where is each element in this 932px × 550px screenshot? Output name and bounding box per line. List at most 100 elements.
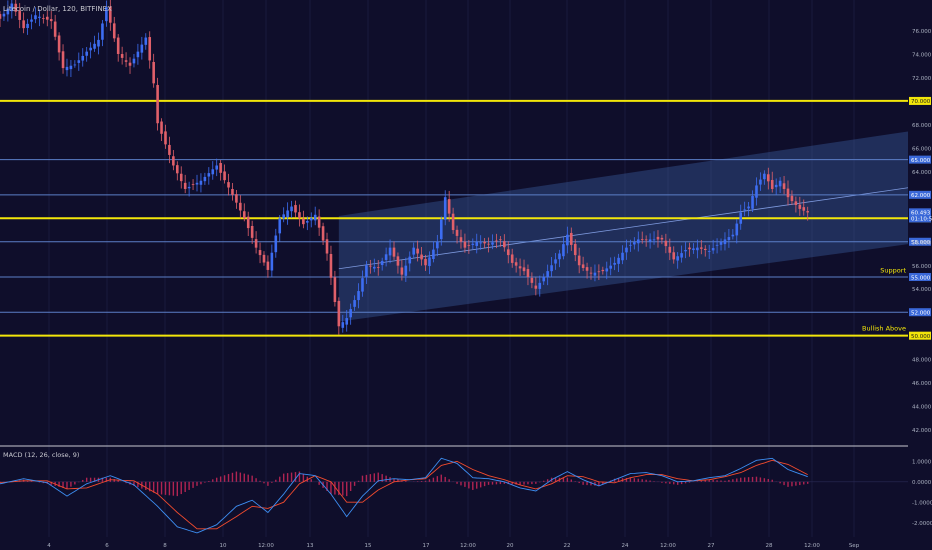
candle-body[interactable] (471, 243, 475, 245)
candle-body[interactable] (325, 239, 329, 254)
candle-body[interactable] (640, 239, 644, 240)
candle-body[interactable] (128, 62, 132, 66)
candle-body[interactable] (652, 239, 656, 241)
candle-body[interactable] (439, 219, 443, 240)
candle-body[interactable] (778, 180, 782, 187)
candle-body[interactable] (680, 253, 683, 258)
candle-body[interactable] (26, 23, 29, 29)
candle-body[interactable] (707, 251, 711, 252)
candle-body[interactable] (164, 131, 167, 145)
candle-body[interactable] (546, 271, 549, 278)
candle-body[interactable] (786, 188, 790, 198)
candle-body[interactable] (743, 209, 746, 211)
candle-body[interactable] (242, 211, 246, 219)
candle-body[interactable] (447, 199, 451, 214)
candle-body[interactable] (365, 265, 368, 278)
candle-body[interactable] (483, 241, 486, 244)
candle-body[interactable] (270, 252, 274, 271)
candle-body[interactable] (298, 212, 301, 219)
candle-body[interactable] (581, 264, 585, 268)
candle-body[interactable] (609, 265, 612, 269)
candle-body[interactable] (585, 267, 589, 271)
candle-body[interactable] (14, 3, 18, 12)
candle-body[interactable] (191, 184, 195, 185)
candle-body[interactable] (566, 234, 569, 246)
candle-body[interactable] (376, 267, 380, 268)
candle-body[interactable] (30, 19, 33, 22)
candle-body[interactable] (345, 318, 349, 325)
candle-body[interactable] (187, 186, 191, 189)
candle-body[interactable] (747, 206, 750, 209)
candle-body[interactable] (684, 249, 687, 252)
time-axis[interactable]: 4 6 8 10 12:00 13 15 17 12:00 20 22 24 12:00 27 28 12:0… (47, 543, 859, 549)
candle-body[interactable] (487, 243, 490, 245)
candle-body[interactable] (89, 47, 92, 51)
candle-body[interactable] (274, 235, 278, 253)
candle-body[interactable] (329, 253, 333, 278)
candle-body[interactable] (156, 84, 159, 124)
candle-body[interactable] (491, 242, 494, 245)
candle-body[interactable] (132, 58, 136, 64)
candle-body[interactable] (577, 255, 581, 266)
candle-body[interactable] (85, 51, 88, 56)
candle-body[interactable] (589, 272, 593, 274)
candle-body[interactable] (124, 60, 128, 62)
price-axis[interactable]: 76.000 74.000 72.000 68.000 66.000 64.000 58.0… (912, 29, 932, 434)
candle-body[interactable] (475, 241, 479, 246)
candle-body[interactable] (644, 239, 648, 241)
candle-body[interactable] (605, 268, 609, 272)
candle-body[interactable] (703, 248, 707, 250)
candle-body[interactable] (550, 265, 553, 272)
candle-body[interactable] (254, 239, 258, 248)
candle-body[interactable] (499, 239, 502, 241)
candle-body[interactable] (227, 182, 230, 188)
candle-body[interactable] (290, 206, 293, 212)
candle-body[interactable] (597, 271, 601, 273)
candle-body[interactable] (278, 218, 282, 234)
candle-body[interactable] (436, 241, 439, 249)
candle-body[interactable] (763, 173, 766, 180)
candle-body[interactable] (172, 156, 175, 166)
candle-body[interactable] (152, 61, 155, 84)
candle-body[interactable] (321, 226, 325, 241)
candle-body[interactable] (250, 225, 254, 238)
candle-body[interactable] (636, 239, 640, 244)
candle-body[interactable] (739, 212, 743, 224)
candle-body[interactable] (794, 201, 798, 206)
candle-body[interactable] (404, 265, 408, 276)
candle-body[interactable] (176, 165, 179, 174)
candle-body[interactable] (57, 35, 61, 53)
candle-body[interactable] (211, 169, 215, 175)
candle-body[interactable] (388, 247, 392, 256)
candle-body[interactable] (207, 173, 211, 177)
candle-body[interactable] (2, 13, 6, 17)
candle-body[interactable] (420, 254, 423, 260)
candle-body[interactable] (696, 247, 699, 251)
candle-body[interactable] (735, 223, 739, 236)
candle-body[interactable] (353, 300, 356, 307)
candle-body[interactable] (215, 165, 218, 170)
candle-body[interactable] (770, 179, 774, 189)
candle-body[interactable] (510, 254, 514, 263)
candle-body[interactable] (380, 260, 384, 266)
candle-body[interactable] (688, 247, 691, 250)
candle-body[interactable] (782, 183, 786, 189)
candle-body[interactable] (774, 184, 778, 188)
candle-body[interactable] (53, 21, 57, 37)
candle-body[interactable] (467, 244, 471, 246)
candle-body[interactable] (629, 244, 632, 246)
candle-body[interactable] (554, 259, 557, 264)
candle-body[interactable] (231, 188, 234, 195)
candle-body[interactable] (282, 214, 285, 219)
candle-body[interactable] (140, 44, 144, 53)
candle-body[interactable] (542, 276, 546, 282)
candle-body[interactable] (109, 6, 112, 23)
candle-body[interactable] (112, 23, 116, 39)
candle-body[interactable] (22, 20, 25, 29)
candle-body[interactable] (412, 247, 415, 255)
macd-pane[interactable]: MACD (12, 26, close, 9) 0.0000 1.0000 -1.00… (0, 451, 932, 534)
candle-body[interactable] (648, 239, 652, 242)
candle-body[interactable] (357, 291, 360, 301)
candle-body[interactable] (61, 51, 65, 69)
